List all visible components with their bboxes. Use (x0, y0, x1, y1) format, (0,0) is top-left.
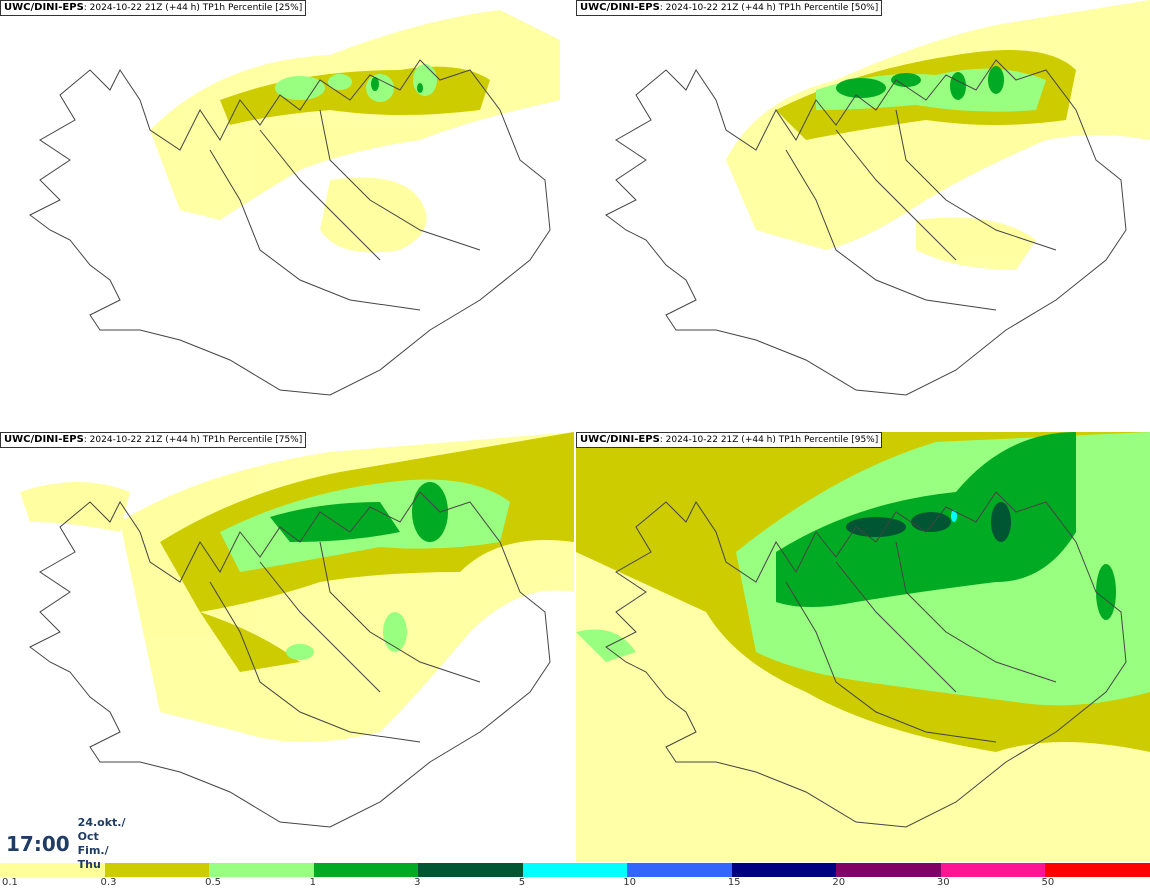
map-panel-p25: UWC/DINI-EPS: 2024-10-22 21Z (+44 h) TP1… (0, 0, 574, 430)
color-scale-bar (0, 863, 1150, 877)
legend-label: 30 (936, 877, 950, 888)
legend-label: 1 (309, 877, 316, 888)
legend-label: 0.3 (100, 877, 117, 888)
valid-date: 24.okt./ Oct Fim./ Thu (78, 816, 134, 872)
legend-label: 20 (832, 877, 846, 888)
panel-title: UWC/DINI-EPS: 2024-10-22 21Z (+44 h) TP1… (576, 0, 883, 16)
model-name: UWC/DINI-EPS (580, 2, 660, 13)
legend-label: 5 (518, 877, 526, 888)
legend-swatch (0, 863, 105, 877)
legend-swatch (731, 863, 837, 877)
precipitation-map (605, 0, 1150, 396)
date-label: 24.okt./ Oct (77, 816, 126, 843)
legend-label: 10 (623, 877, 636, 888)
precipitation-map (576, 432, 1150, 862)
legend-swatch (940, 863, 1046, 877)
model-name: UWC/DINI-EPS (580, 434, 660, 445)
day-label: Fim./ Thu (77, 844, 109, 871)
model-name: UWC/DINI-EPS (4, 434, 84, 445)
model-name: UWC/DINI-EPS (4, 2, 84, 13)
precipitation-map (20, 432, 574, 828)
map-panel-p50: UWC/DINI-EPS: 2024-10-22 21Z (+44 h) TP1… (576, 0, 1150, 430)
panel-title: UWC/DINI-EPS: 2024-10-22 21Z (+44 h) TP1… (576, 432, 883, 448)
run-info: : 2024-10-22 21Z (+44 h) TP1h Percentile… (83, 435, 303, 445)
legend-label: 15 (727, 877, 741, 888)
map-panel-p95: UWC/DINI-EPS: 2024-10-22 21Z (+44 h) TP1… (576, 432, 1150, 862)
legend-swatch (418, 863, 523, 877)
valid-time: 17:00 (6, 832, 70, 856)
iceland-outline (29, 59, 551, 396)
color-scale-labels: 0.1 0.3 0.5 1 3 5 10 15 20 30 50 (0, 877, 1150, 891)
legend-label: 0.5 (205, 877, 221, 888)
map-panel-p75: UWC/DINI-EPS: 2024-10-22 21Z (+44 h) TP1… (0, 432, 574, 862)
legend-label: 0.1 (2, 877, 18, 888)
legend-swatch (1045, 863, 1150, 877)
panel-title: UWC/DINI-EPS: 2024-10-22 21Z (+44 h) TP1… (0, 432, 307, 448)
run-info: : 2024-10-22 21Z (+44 h) TP1h Percentile… (659, 3, 879, 13)
legend-swatch (209, 863, 314, 877)
precipitation-map (29, 10, 560, 396)
legend-label: 50 (1041, 877, 1055, 888)
legend-swatch (627, 863, 732, 877)
run-info: : 2024-10-22 21Z (+44 h) TP1h Percentile… (659, 435, 879, 445)
legend-swatch (836, 863, 941, 877)
legend-label: 3 (414, 877, 421, 888)
legend-swatch (522, 863, 628, 877)
precip-fill (150, 10, 560, 253)
run-info: : 2024-10-22 21Z (+44 h) TP1h Percentile… (83, 3, 303, 13)
legend-swatch (313, 863, 419, 877)
legend-swatch (104, 863, 210, 877)
panel-title: UWC/DINI-EPS: 2024-10-22 21Z (+44 h) TP1… (0, 0, 307, 16)
valid-time-box: 17:00 24.okt./ Oct Fim./ Thu (0, 816, 134, 871)
